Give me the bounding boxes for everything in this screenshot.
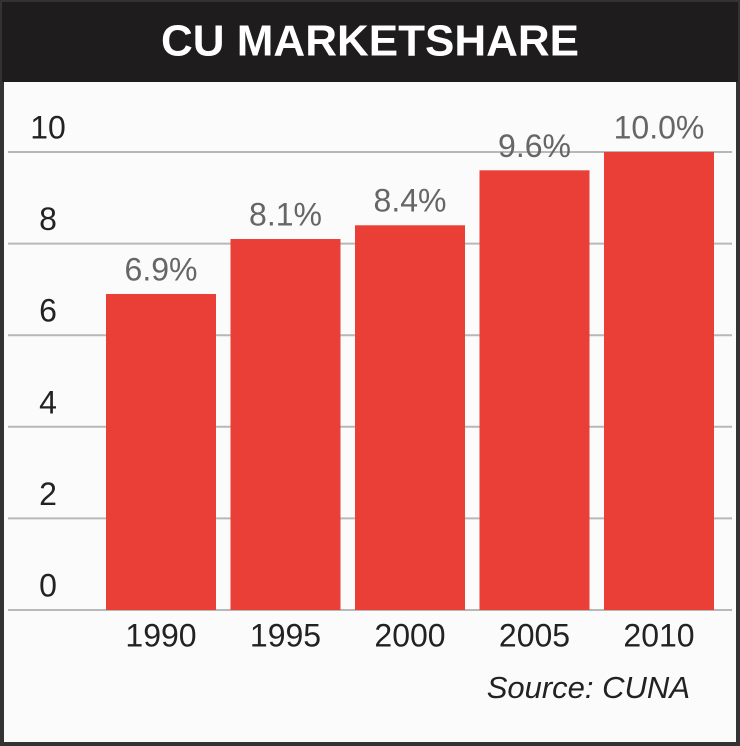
- value-label: 8.1%: [249, 196, 322, 232]
- source: Source: CUNA: [487, 670, 690, 705]
- value-label: 9.6%: [498, 128, 571, 164]
- x-tick-label: 2000: [374, 617, 445, 653]
- title-bar: [2, 2, 738, 82]
- bar: [355, 225, 465, 610]
- y-tick-label: 4: [39, 384, 57, 420]
- value-label: 8.4%: [374, 183, 447, 219]
- y-tick-label: 2: [39, 476, 57, 512]
- y-tick-label: 6: [39, 293, 57, 329]
- value-label: 6.9%: [125, 251, 198, 287]
- bar: [230, 239, 341, 610]
- value-label: 10.0%: [614, 109, 705, 145]
- chart-title: CU MARKETSHARE: [161, 17, 579, 66]
- bar: [106, 293, 216, 610]
- x-tick-label: 2005: [499, 617, 570, 653]
- x-tick-label: 2010: [623, 617, 694, 653]
- x-tick-label: 1990: [125, 617, 196, 653]
- bar: [479, 170, 590, 610]
- x-tick-label: 1995: [250, 617, 321, 653]
- y-tick-label: 8: [39, 201, 57, 237]
- y-tick-label: 10: [30, 109, 66, 145]
- bar: [604, 152, 714, 610]
- y-tick-label: 0: [39, 567, 57, 603]
